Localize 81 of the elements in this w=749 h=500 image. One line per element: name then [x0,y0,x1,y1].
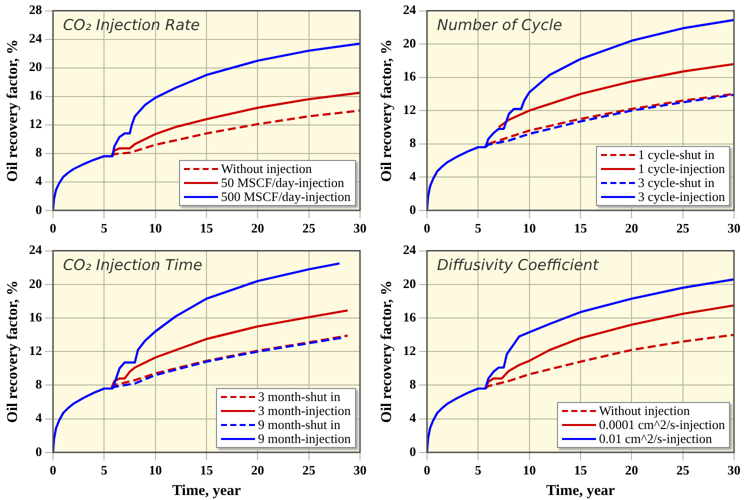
legend-label: 50 MSCF/day-injection [221,175,344,190]
x-tick-label: 10 [522,220,536,236]
legend-label: Without injection [599,403,690,418]
x-tick-label: 0 [424,220,430,236]
y-axis-title: Oil recovery factor, % [378,280,395,423]
y-tick-label: 12 [403,342,416,358]
y-tick-label: 8 [36,376,42,392]
x-tick-label: 0 [50,462,56,478]
y-tick-label: 24 [29,242,42,258]
y-tick-label: 16 [403,68,416,84]
y-tick-label: 0 [36,444,42,459]
chart-title: CO₂ Injection Time [63,256,202,274]
x-tick-label: 25 [302,462,316,478]
x-tick-label: 20 [251,220,264,236]
y-tick-label: 4 [410,168,416,184]
legend-label: 9 month-injection [258,431,351,446]
legend-label: 9 month-shut in [258,417,340,432]
legend-label: 1 cycle-shut in [638,147,715,162]
y-tick-label: 20 [403,35,416,50]
legend-label: 3 month-shut in [258,389,340,404]
legend-label: 1 cycle-injection [638,161,725,176]
x-tick-label: 30 [354,220,366,236]
y-tick-label: 4 [36,410,42,426]
y-tick-label: 16 [29,309,42,324]
x-tick-label: 10 [148,220,162,236]
chart-title: Diffusivity Coefficient [437,256,600,274]
y-tick-label: 24 [403,2,416,18]
x-tick-label: 10 [522,462,536,478]
y-tick-label: 20 [29,276,42,291]
chart-title: CO₂ Injection Rate [63,16,200,34]
chart-title: Number of Cycle [437,16,562,34]
x-tick-label: 25 [676,220,690,236]
y-tick-label: 8 [36,144,42,160]
legend-label: 3 month-injection [258,403,351,418]
y-tick-label: 16 [29,88,42,103]
x-tick-label: 30 [728,220,740,236]
y-tick-label: 24 [29,30,42,46]
y-axis-title: Oil recovery factor, % [4,280,21,423]
x-tick-label: 25 [676,462,690,478]
y-tick-label: 0 [410,202,416,217]
x-tick-label: 0 [50,220,56,236]
x-tick-label: 20 [251,462,264,478]
x-tick-label: 15 [574,462,588,478]
y-tick-label: 20 [403,276,416,291]
x-axis-title: Time, year [172,482,242,499]
y-tick-label: 20 [29,59,42,74]
legend-label: Without injection [221,161,312,176]
y-tick-label: 8 [410,135,416,150]
legend-label: 3 cycle-shut in [638,175,715,190]
legend-label: 0.01 cm^2/s-injection [599,431,712,446]
x-tick-label: 25 [302,220,316,236]
y-tick-label: 28 [29,2,42,18]
x-tick-label: 5 [100,220,108,236]
x-tick-label: 15 [200,462,214,478]
y-tick-label: 12 [403,102,416,117]
y-tick-label: 12 [29,342,42,358]
legend-label: 500 MSCF/day-injection [221,189,351,204]
legend-label: 0.0001 cm^2/s-injection [599,417,725,432]
x-axis-title: Time, year [546,482,616,499]
x-tick-label: 20 [625,462,638,478]
legend-label: 3 cycle-injection [638,189,725,204]
x-tick-label: 30 [354,462,366,478]
y-tick-label: 0 [410,444,416,459]
y-tick-label: 4 [36,173,42,188]
x-tick-label: 10 [148,462,162,478]
x-tick-label: 15 [574,220,588,236]
x-tick-label: 15 [200,220,214,236]
x-tick-label: 5 [100,462,108,478]
y-tick-label: 16 [403,309,416,324]
x-tick-label: 5 [474,462,482,478]
y-tick-label: 12 [29,116,42,132]
y-tick-label: 0 [36,202,42,217]
y-tick-label: 4 [410,410,416,426]
y-axis-title: Oil recovery factor, % [4,39,21,182]
x-tick-label: 20 [625,220,638,236]
x-tick-label: 30 [728,462,740,478]
x-tick-label: 0 [424,462,430,478]
y-tick-label: 8 [410,376,416,392]
y-tick-label: 24 [403,242,416,258]
y-axis-title: Oil recovery factor, % [378,39,395,182]
x-tick-label: 5 [474,220,482,236]
